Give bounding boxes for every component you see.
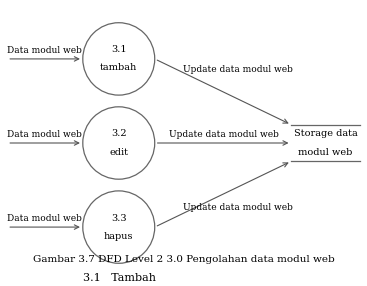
Text: Gambar 3.7 DFD Level 2 3.0 Pengolahan data modul web: Gambar 3.7 DFD Level 2 3.0 Pengolahan da… [33, 255, 334, 264]
Text: modul web: modul web [298, 148, 353, 157]
Text: 3.2: 3.2 [111, 130, 127, 138]
Text: Data modul web: Data modul web [7, 214, 82, 223]
Text: Update data modul web: Update data modul web [184, 203, 293, 212]
Text: 3.3: 3.3 [111, 214, 127, 223]
Text: 3.1: 3.1 [111, 45, 127, 54]
Text: 3.1   Tambah: 3.1 Tambah [83, 273, 156, 283]
Text: Storage data: Storage data [294, 129, 357, 138]
Text: Update data modul web: Update data modul web [169, 130, 279, 139]
Text: Data modul web: Data modul web [7, 130, 82, 139]
Text: Data modul web: Data modul web [7, 46, 82, 55]
Text: edit: edit [109, 148, 128, 156]
Text: hapus: hapus [104, 232, 134, 241]
Text: tambah: tambah [100, 63, 137, 72]
Text: Update data modul web: Update data modul web [184, 65, 293, 74]
